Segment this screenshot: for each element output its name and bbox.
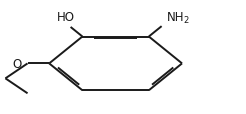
Text: HO: HO [57, 11, 75, 24]
Text: O: O [12, 57, 21, 70]
Text: 2: 2 [183, 16, 188, 25]
Text: NH: NH [167, 11, 184, 23]
